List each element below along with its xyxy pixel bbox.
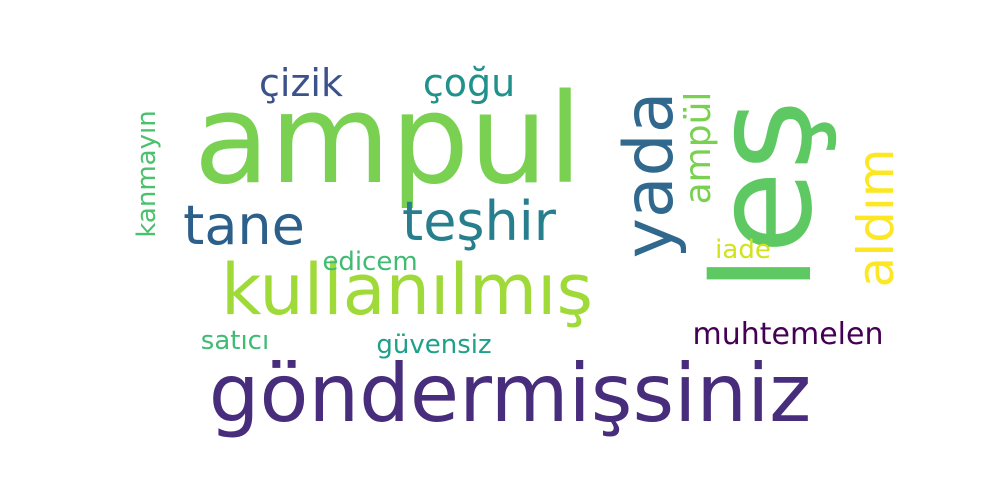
word-gondermissiniz: göndermişsiniz — [208, 347, 812, 440]
word-aldim: aldım — [847, 148, 905, 288]
word-cogu: çoğu — [422, 61, 516, 105]
word-ampul-large: ampul — [193, 68, 583, 212]
word-iade: iade — [715, 235, 771, 265]
word-kullanilmis: kullanılmış — [221, 249, 593, 331]
word-cizik: çizik — [259, 61, 343, 105]
word-tane: tane — [183, 194, 305, 257]
word-yada: yada — [610, 91, 689, 259]
word-satici: satıcı — [200, 326, 270, 356]
word-edicem: edicem — [322, 247, 418, 277]
word-kanmayin: kanmayın — [132, 110, 162, 238]
word-muhtemelen: muhtemelen — [692, 317, 884, 352]
word-teshir: teşhir — [402, 190, 556, 253]
word-guvensiz: güvensiz — [376, 330, 492, 360]
word-ampul-small: ampül — [678, 91, 719, 205]
